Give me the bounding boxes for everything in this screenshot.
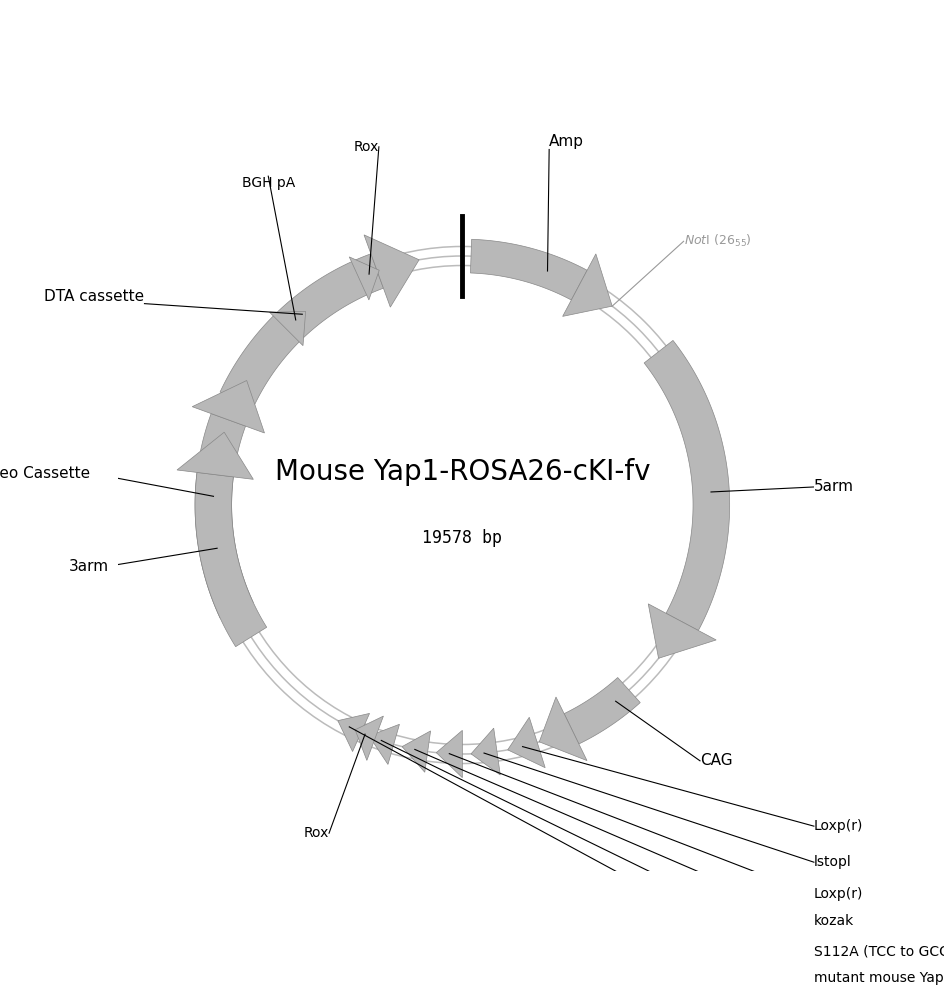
Text: Loxp(r): Loxp(r) [813, 819, 862, 833]
Polygon shape [338, 713, 369, 752]
Polygon shape [470, 728, 499, 775]
Text: CAG: CAG [700, 753, 732, 768]
Text: 5arm: 5arm [813, 479, 852, 494]
Text: 3arm: 3arm [69, 559, 109, 574]
Polygon shape [355, 716, 383, 760]
Polygon shape [648, 604, 716, 658]
Polygon shape [363, 235, 418, 307]
Text: Rox: Rox [353, 140, 379, 154]
Polygon shape [269, 311, 305, 346]
Text: BGH pA: BGH pA [242, 176, 295, 190]
Polygon shape [402, 731, 430, 772]
Polygon shape [539, 697, 586, 761]
Text: S112A (TCC to GCC): S112A (TCC to GCC) [813, 945, 944, 959]
Polygon shape [192, 380, 264, 433]
Polygon shape [177, 432, 253, 479]
Text: Rox: Rox [303, 826, 329, 840]
Polygon shape [562, 254, 612, 316]
Polygon shape [507, 717, 545, 768]
Text: Amp: Amp [548, 134, 583, 149]
Text: DTA cassette: DTA cassette [44, 289, 144, 304]
Polygon shape [194, 414, 253, 618]
Polygon shape [564, 678, 639, 744]
Text: Neo Cassette: Neo Cassette [0, 466, 90, 481]
Text: 19578 bp: 19578 bp [422, 529, 502, 547]
Text: Mouse Yap1-ROSA26-cKI-fv: Mouse Yap1-ROSA26-cKI-fv [275, 458, 649, 486]
Text: $\it{Not}$I (26$_{55}$): $\it{Not}$I (26$_{55}$) [683, 233, 750, 249]
Polygon shape [644, 340, 729, 630]
Text: kozak: kozak [813, 914, 853, 928]
Text: Loxp(r): Loxp(r) [813, 887, 862, 901]
Polygon shape [194, 472, 266, 647]
Polygon shape [436, 730, 462, 778]
Polygon shape [470, 239, 586, 300]
Text: mutant mouse Yap1 cDNA: mutant mouse Yap1 cDNA [813, 971, 944, 985]
Polygon shape [220, 254, 383, 408]
Text: lstopl: lstopl [813, 855, 851, 869]
Polygon shape [369, 724, 399, 764]
Polygon shape [349, 257, 379, 300]
